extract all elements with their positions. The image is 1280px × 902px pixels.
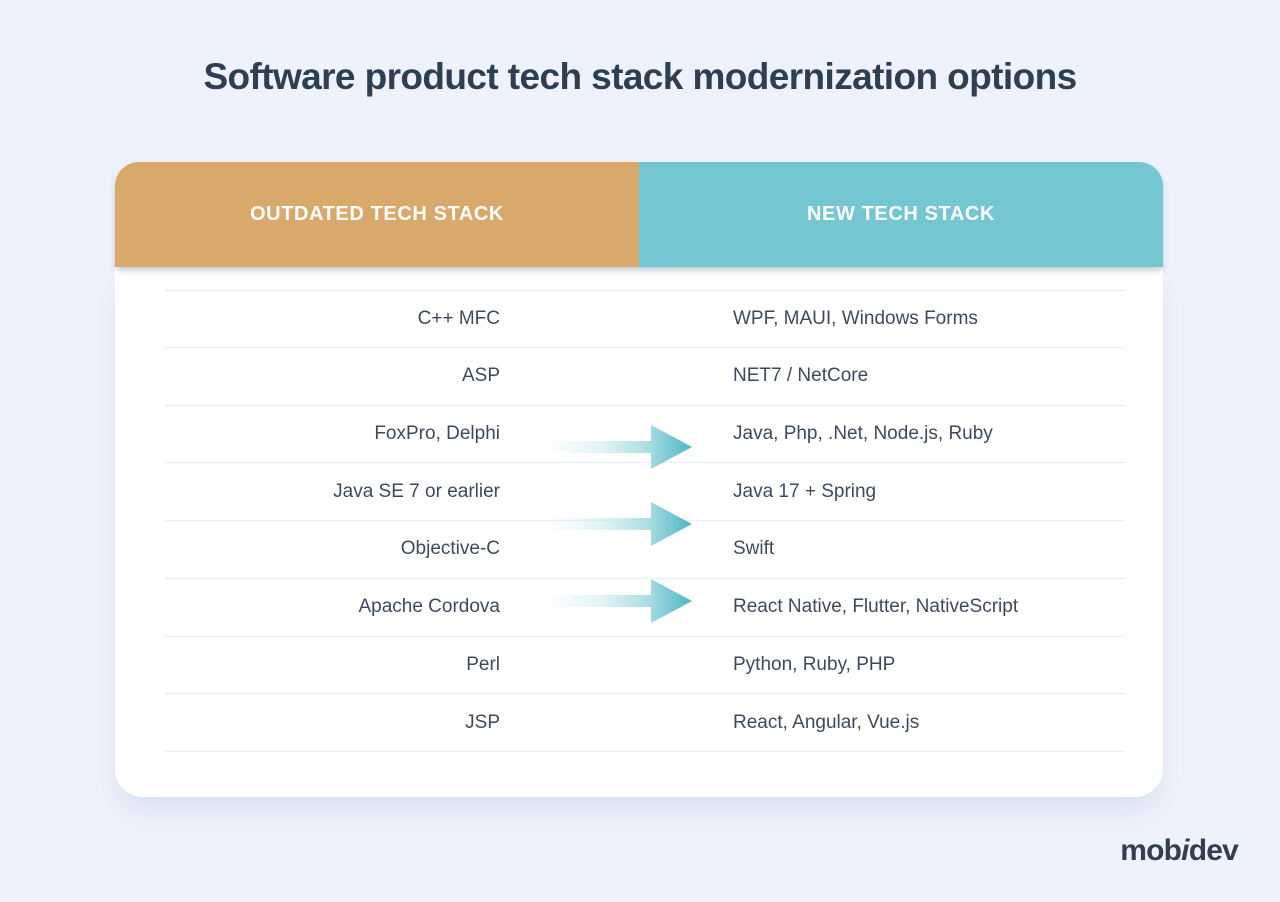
new-tech-cell: Python, Ruby, PHP	[733, 653, 896, 675]
table-rows: C++ MFC WPF, MAUI, Windows Forms ASP NET…	[165, 267, 1125, 752]
table-row: JSP React, Angular, Vue.js	[165, 694, 1125, 752]
table-row: Apache Cordova React Native, Flutter, Na…	[165, 579, 1125, 637]
new-tech-cell: Java 17 + Spring	[733, 480, 877, 502]
outdated-tech-cell: Objective-C	[400, 538, 500, 560]
column-header-outdated-tech-stack: OUTDATED TECH STACK	[115, 162, 639, 267]
new-tech-cell: Swift	[733, 538, 775, 560]
new-tech-cell: React, Angular, Vue.js	[733, 711, 920, 733]
column-header-new-tech-stack: NEW TECH STACK	[639, 162, 1163, 267]
outdated-tech-cell: FoxPro, Delphi	[374, 422, 500, 444]
table-row: Perl Python, Ruby, PHP	[165, 637, 1125, 695]
mobidev-logo: mobidev	[1120, 834, 1239, 868]
tech-stack-comparison-table: OUTDATED TECH STACK NEW TECH STACK C++ M…	[115, 162, 1163, 797]
logo-text-part: mob	[1120, 834, 1182, 867]
logo-text-part: dev	[1188, 834, 1239, 867]
outdated-tech-cell: JSP	[465, 711, 500, 733]
outdated-tech-cell: Perl	[466, 653, 500, 675]
logo-text-part: i	[1181, 834, 1189, 867]
table-header-row: OUTDATED TECH STACK NEW TECH STACK	[115, 162, 1163, 267]
new-tech-cell: React Native, Flutter, NativeScript	[733, 596, 1019, 618]
table-body: C++ MFC WPF, MAUI, Windows Forms ASP NET…	[115, 267, 1163, 797]
outdated-tech-cell: ASP	[461, 365, 500, 387]
table-row: ASP NET7 / NetCore	[165, 348, 1125, 406]
outdated-tech-cell: C++ MFC	[417, 307, 500, 329]
new-tech-cell: Java, Php, .Net, Node.js, Ruby	[733, 422, 993, 444]
outdated-tech-cell: Apache Cordova	[358, 596, 500, 618]
table-row: C++ MFC WPF, MAUI, Windows Forms	[165, 290, 1125, 348]
page-title: Software product tech stack modernizatio…	[203, 56, 1077, 97]
new-tech-cell: WPF, MAUI, Windows Forms	[733, 307, 978, 329]
table-row: FoxPro, Delphi Java, Php, .Net, Node.js,…	[165, 406, 1125, 464]
new-tech-cell: NET7 / NetCore	[733, 365, 869, 387]
table-row: Objective-C Swift	[165, 521, 1125, 579]
outdated-tech-cell: Java SE 7 or earlier	[333, 480, 500, 502]
table-row: Java SE 7 or earlier Java 17 + Spring	[165, 463, 1125, 521]
